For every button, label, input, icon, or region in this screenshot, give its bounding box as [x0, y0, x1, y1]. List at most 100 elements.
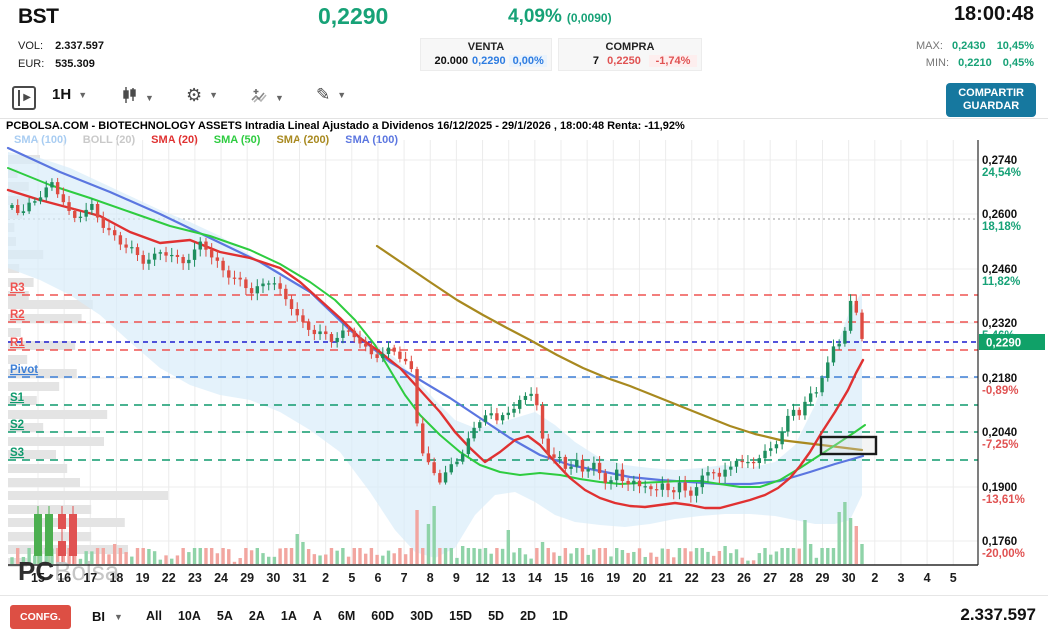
- svg-text:24: 24: [214, 571, 228, 585]
- svg-text:28: 28: [789, 571, 803, 585]
- current-price-badge: 0,2290: [979, 334, 1045, 350]
- range-button-15d[interactable]: 15D: [449, 609, 473, 623]
- range-button-30d[interactable]: 30D: [410, 609, 434, 623]
- svg-text:S2: S2: [10, 419, 24, 431]
- chevron-down-icon: ▼: [145, 92, 154, 103]
- svg-text:2: 2: [871, 571, 878, 585]
- legend-item[interactable]: SMA (100): [345, 134, 399, 146]
- add-indicator-dropdown[interactable]: ▼: [250, 86, 284, 109]
- range-button-6m[interactable]: 6M: [337, 609, 356, 623]
- compra-box: COMPRA 7 0,2250 -1,74%: [558, 38, 702, 71]
- svg-text:31: 31: [293, 571, 307, 585]
- draw-tools-dropdown[interactable]: ✎ ▼: [316, 86, 346, 104]
- chart-legend: SMA (100) BOLL (20) SMA (20) SMA (50) SMA (2…: [14, 134, 398, 146]
- change-abs: (0,0090): [566, 11, 612, 25]
- svg-text:16: 16: [57, 571, 71, 585]
- svg-text:29: 29: [240, 571, 254, 585]
- svg-text:-13,61%: -13,61%: [982, 494, 1025, 506]
- timeframe-dropdown[interactable]: 1H ▼: [52, 86, 87, 103]
- svg-text:0,2460: 0,2460: [982, 264, 1017, 276]
- svg-text:0,2180: 0,2180: [982, 373, 1017, 385]
- min-label: MIN:: [925, 57, 950, 69]
- range-button-1a[interactable]: 1A: [280, 609, 297, 623]
- compra-title: COMPRA: [605, 41, 655, 53]
- legend-item[interactable]: SMA (50): [213, 134, 261, 146]
- toolbar: ▶ 1H ▼ ▼ ⚙ ▼ ▼ ✎ ▼ COMPARTIR GUARD: [0, 80, 1048, 119]
- range-button-5d[interactable]: 5D: [488, 609, 505, 623]
- change-pct: 4,09%: [508, 6, 562, 27]
- pivot-lines: [8, 294, 978, 461]
- svg-text:23: 23: [711, 571, 725, 585]
- grouping-dropdown[interactable]: BI ▼: [92, 609, 123, 624]
- legend-item[interactable]: SMA (200): [276, 134, 330, 146]
- range-button-60d[interactable]: 60D: [371, 609, 395, 623]
- max-price: 0,2430: [951, 40, 986, 52]
- svg-text:3: 3: [897, 571, 904, 585]
- svg-text:R1: R1: [10, 337, 25, 349]
- svg-text:20: 20: [632, 571, 646, 585]
- chevron-down-icon: ▼: [209, 90, 219, 100]
- save-label: GUARDAR: [962, 100, 1020, 112]
- max-label: MAX:: [916, 40, 943, 52]
- axes: [8, 140, 979, 566]
- svg-text:19: 19: [136, 571, 150, 585]
- svg-text:S3: S3: [10, 447, 24, 459]
- svg-text:17: 17: [83, 571, 97, 585]
- chevron-down-icon: ▼: [337, 90, 347, 100]
- svg-text:9: 9: [453, 571, 460, 585]
- legend-item[interactable]: SMA (20): [151, 134, 198, 146]
- svg-text:5: 5: [348, 571, 355, 585]
- svg-text:R3: R3: [10, 282, 25, 294]
- range-button-2a[interactable]: 2A: [248, 609, 265, 623]
- range-button-2d[interactable]: 2D: [520, 609, 537, 623]
- svg-text:R2: R2: [10, 309, 25, 321]
- venta-box: VENTA 20.000 0,2290 0,00%: [420, 38, 552, 71]
- range-button-1d[interactable]: 1D: [552, 609, 569, 623]
- svg-text:12: 12: [476, 571, 490, 585]
- venta-pct: 0,00%: [509, 55, 547, 67]
- chevron-down-icon: ▼: [114, 611, 123, 622]
- volume-row: VOL: 2.337.597: [18, 40, 104, 52]
- svg-text:11,82%: 11,82%: [982, 276, 1020, 288]
- svg-text:-0,89%: -0,89%: [982, 385, 1018, 397]
- chevron-down-icon: ▼: [78, 89, 88, 100]
- sma-20-line: [6, 188, 865, 510]
- chart-type-dropdown[interactable]: ▼: [122, 86, 154, 109]
- svg-text:Pivot: Pivot: [10, 364, 38, 376]
- compra-price: 0,2250: [607, 55, 641, 67]
- config-button[interactable]: CONFG.: [10, 605, 71, 629]
- chevron-down-icon: ▼: [275, 92, 284, 103]
- chart-title: PCBOLSA.COM - BIOTECHNOLOGY ASSETS Intra…: [6, 120, 685, 132]
- range-button-5a[interactable]: 5A: [216, 609, 233, 623]
- volume-bars: [10, 502, 864, 564]
- settings-dropdown[interactable]: ⚙ ▼: [186, 86, 218, 104]
- svg-text:23: 23: [188, 571, 202, 585]
- range-buttons: All 10A 5A 2A 1A A 6M 60D 30D 15D 5D 2D 1D: [146, 609, 568, 623]
- range-button-all[interactable]: All: [146, 609, 162, 623]
- svg-text:2: 2: [322, 571, 329, 585]
- svg-text:0,2740: 0,2740: [982, 155, 1017, 167]
- svg-text:30: 30: [842, 571, 856, 585]
- svg-text:5: 5: [950, 571, 957, 585]
- chart-section: PCBOLSA.COM - BIOTECHNOLOGY ASSETS Intra…: [0, 118, 1048, 595]
- svg-text:26: 26: [737, 571, 751, 585]
- legend-item[interactable]: BOLL (20): [82, 134, 136, 146]
- svg-text:30: 30: [266, 571, 280, 585]
- panel-toggle-button[interactable]: ▶: [12, 86, 36, 110]
- symbol-ticker: BST: [18, 5, 59, 28]
- svg-text:14: 14: [528, 571, 542, 585]
- clock: 18:00:48: [953, 3, 1034, 25]
- range-button-10a[interactable]: 10A: [177, 609, 201, 623]
- share-save-button[interactable]: COMPARTIR GUARDAR: [946, 83, 1036, 117]
- svg-text:24,54%: 24,54%: [982, 167, 1021, 179]
- candlestick-icon: [122, 86, 138, 109]
- watermark: PCBolsa: [18, 506, 120, 586]
- grouping-label: BI: [92, 609, 105, 624]
- gear-icon: ⚙: [186, 85, 203, 105]
- range-button-a[interactable]: A: [312, 609, 322, 623]
- legend-item[interactable]: SMA (100): [14, 134, 67, 146]
- annotation-rectangle[interactable]: [819, 435, 878, 456]
- svg-text:16: 16: [580, 571, 594, 585]
